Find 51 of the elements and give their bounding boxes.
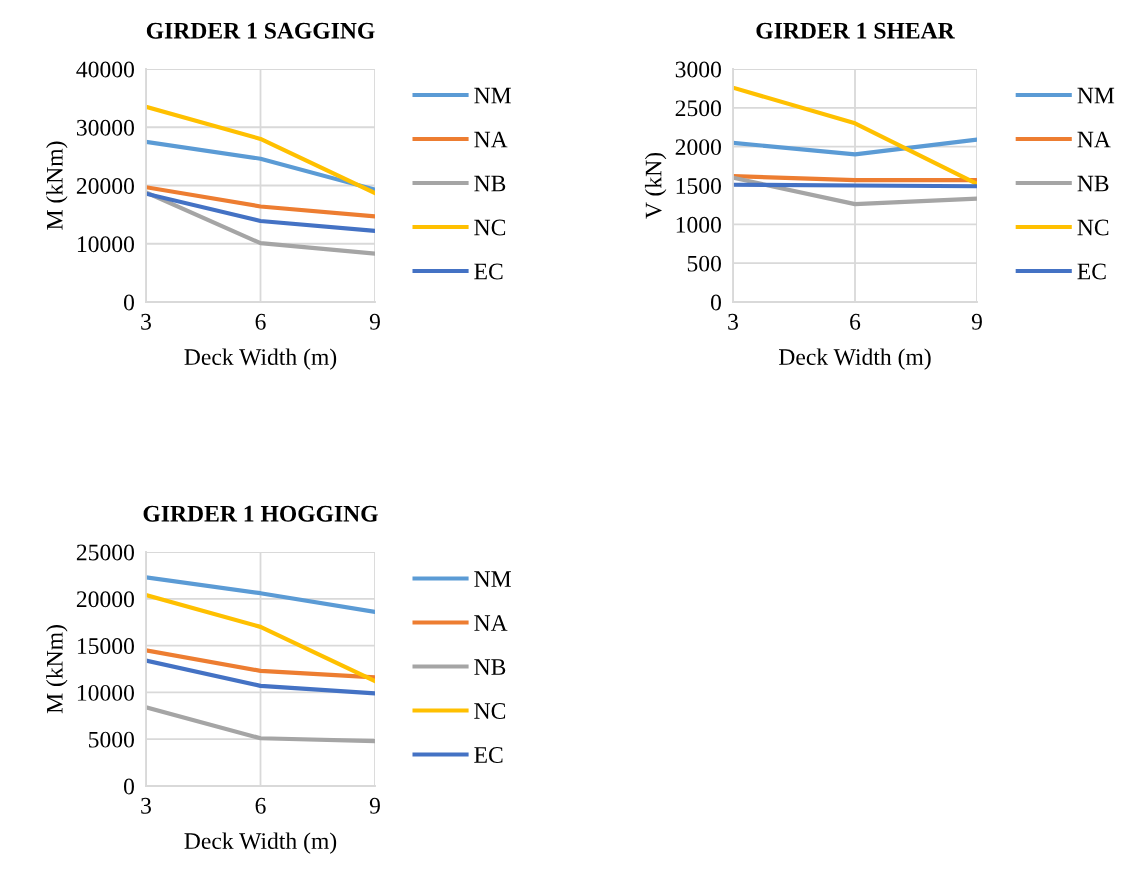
chart-title: GIRDER 1 SAGGING (146, 22, 375, 39)
legend-label: NB (1077, 175, 1109, 192)
legend-label: NC (474, 219, 506, 236)
y-axis-title: M (kNm) (46, 141, 68, 230)
y-tick-label: 3000 (675, 61, 721, 78)
y-axis-title: M (kNm) (46, 625, 68, 714)
x-tick-label: 6 (255, 313, 266, 330)
legend-label: NM (474, 87, 511, 104)
legend-label: NA (1077, 131, 1111, 148)
legend-label: NB (474, 175, 506, 192)
legend-label: NM (474, 571, 511, 587)
x-tick-label: 6 (255, 797, 266, 814)
x-axis-title: Deck Width (m) (184, 348, 337, 370)
x-tick-label: 3 (141, 797, 151, 814)
legend-label: EC (474, 263, 503, 280)
chart-title: GIRDER 1 HOGGING (143, 505, 378, 522)
legend-label: NA (474, 615, 508, 631)
y-tick-label: 20000 (76, 177, 134, 194)
y-axis-title: V (kN) (644, 152, 667, 219)
y-tick-label: 1000 (676, 216, 721, 233)
y-tick-label: 2000 (675, 139, 721, 156)
legend-label: NB (474, 659, 506, 675)
y-tick-label: 5000 (89, 731, 134, 748)
y-tick-label: 0 (123, 778, 134, 795)
legend-label: EC (474, 747, 503, 763)
y-tick-label: 10000 (77, 236, 134, 253)
x-axis-title: Deck Width (m) (778, 348, 931, 370)
y-tick-label: 30000 (76, 119, 134, 136)
y-tick-label: 2500 (675, 100, 721, 117)
y-tick-label: 1500 (676, 177, 721, 194)
x-tick-label: 9 (971, 313, 982, 330)
y-tick-label: 20000 (76, 591, 134, 608)
y-tick-label: 0 (710, 294, 721, 311)
y-tick-label: 40000 (76, 61, 134, 78)
x-tick-label: 9 (369, 797, 380, 814)
x-tick-label: 3 (728, 313, 738, 330)
x-tick-label: 9 (369, 313, 380, 330)
x-tick-label: 3 (141, 313, 151, 330)
legend-label: NC (1077, 219, 1109, 236)
y-tick-label: 15000 (77, 638, 134, 655)
legend-label: NC (474, 703, 506, 719)
y-tick-label: 500 (687, 255, 721, 272)
y-tick-label: 10000 (77, 684, 134, 701)
x-tick-label: 6 (850, 313, 861, 330)
x-axis-title: Deck Width (m) (184, 832, 337, 854)
chart-title: GIRDER 1 SHEAR (756, 22, 955, 39)
legend-label: EC (1077, 263, 1106, 280)
legend-label: NM (1077, 87, 1115, 104)
legend-label: NA (474, 131, 508, 148)
y-tick-label: 25000 (76, 544, 134, 561)
y-tick-label: 0 (123, 294, 134, 311)
